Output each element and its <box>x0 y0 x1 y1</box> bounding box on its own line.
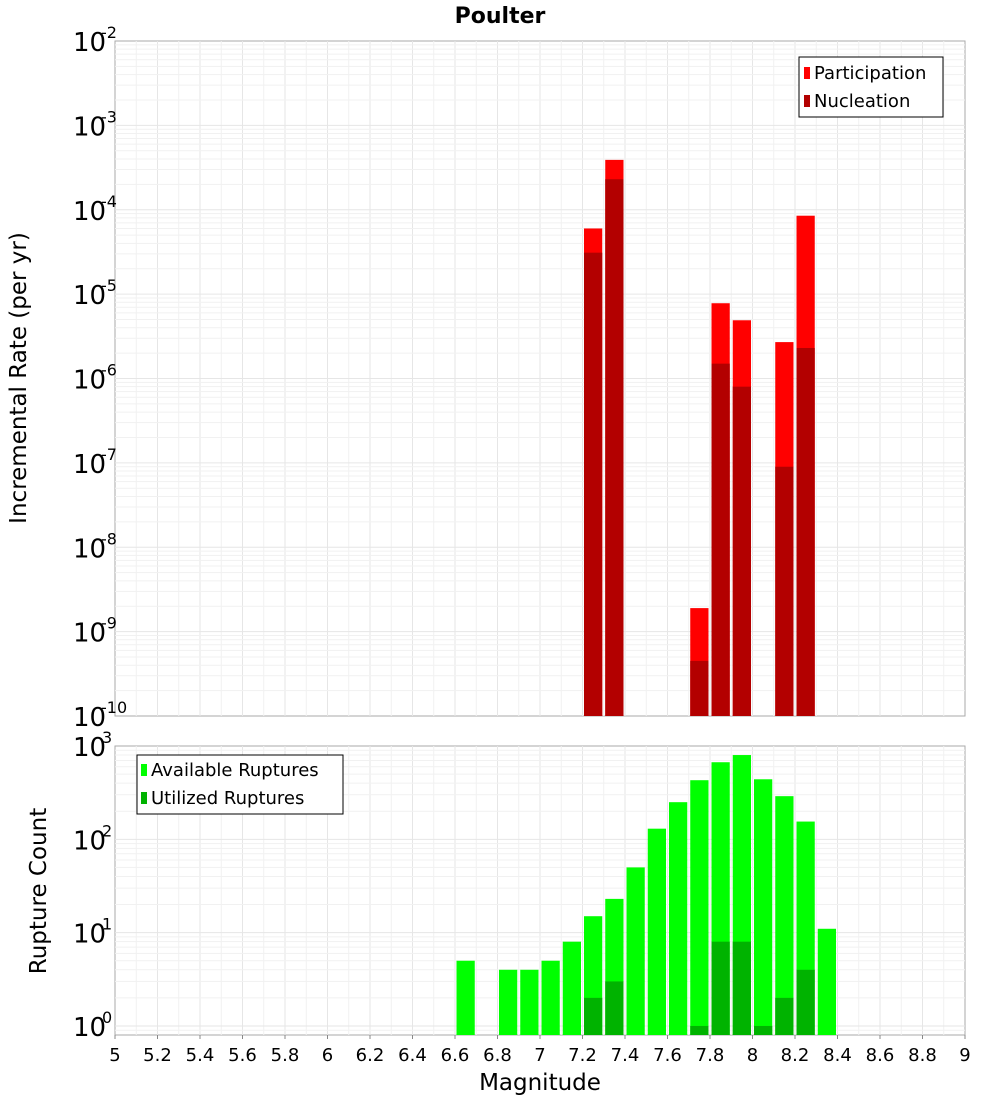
xtick-label: 8.2 <box>781 1045 810 1066</box>
xtick-label: 6.8 <box>483 1045 512 1066</box>
xtick-label: 9 <box>959 1045 970 1066</box>
xtick-label: 8.8 <box>908 1045 937 1066</box>
rate-bars <box>584 159 815 717</box>
bar-nucleation-7.35 <box>605 179 624 716</box>
rate-ytick-base: 10 <box>73 534 106 564</box>
rate-ytick-base: 10 <box>73 112 106 142</box>
xtick-label: 6.2 <box>356 1045 385 1066</box>
bar-utilized-ruptures-7.75 <box>690 1025 709 1035</box>
x-axis-ticks: 5 5.2 5.4 5.6 5.8 6 6.2 6.4 6.6 6.8 7 7.2 7.4 7.6 7.8 8… <box>109 1035 971 1066</box>
bar-available-ruptures-7.65 <box>669 802 688 1035</box>
xtick-label: 6 <box>322 1045 333 1066</box>
bar-available-ruptures-8.15 <box>775 796 794 1035</box>
chart-title: Poulter <box>455 4 546 29</box>
rate-ytick-base: 10 <box>73 703 106 733</box>
rupture-ytick-exp: 2 <box>102 821 112 840</box>
rate-ytick-exp: -6 <box>101 361 117 380</box>
legend-swatch-nucleation <box>804 95 810 107</box>
xtick-label: 5.2 <box>143 1045 172 1066</box>
legend-label-available: Available Ruptures <box>151 760 319 781</box>
rate-y-axis-label: Incremental Rate (per yr) <box>6 232 32 524</box>
bar-available-ruptures-6.65 <box>456 960 475 1035</box>
rate-ytick-base: 10 <box>73 28 106 58</box>
rate-ytick-exp: -8 <box>101 529 117 548</box>
rupture-ytick-exp: 3 <box>102 728 112 747</box>
rate-ytick-base: 10 <box>73 619 106 649</box>
xtick-label: 5.6 <box>228 1045 257 1066</box>
bar-available-ruptures-8.35 <box>817 928 836 1035</box>
legend-swatch-utilized <box>141 792 147 804</box>
bar-utilized-ruptures-7.95 <box>732 941 751 1035</box>
legend-swatch-available <box>141 764 147 776</box>
rate-ytick-base: 10 <box>73 366 106 396</box>
x-axis-label: Magnitude <box>479 1070 601 1096</box>
rupture-ytick-base: 10 <box>73 826 106 856</box>
rupture-ytick-base: 10 <box>73 733 106 763</box>
bar-utilized-ruptures-8.05 <box>754 1025 773 1035</box>
xtick-label: 7.4 <box>611 1045 640 1066</box>
legend-label-participation: Participation <box>814 63 926 84</box>
legend-label-utilized: Utilized Ruptures <box>151 788 304 809</box>
bar-nucleation-7.95 <box>732 386 751 716</box>
bar-utilized-ruptures-7.85 <box>711 941 730 1035</box>
rupture-ytick-base: 10 <box>73 920 106 950</box>
xtick-label: 7.2 <box>568 1045 597 1066</box>
rate-ytick-exp: -10 <box>101 698 127 717</box>
legend-swatch-participation <box>804 67 810 79</box>
xtick-label: 6.4 <box>398 1045 427 1066</box>
rate-ytick-base: 10 <box>73 450 106 480</box>
bar-nucleation-7.25 <box>584 252 603 716</box>
bar-nucleation-7.85 <box>711 363 730 716</box>
bar-available-ruptures-6.85 <box>499 969 518 1035</box>
bar-available-ruptures-7.45 <box>626 867 645 1035</box>
bar-available-ruptures-6.95 <box>520 969 539 1035</box>
bar-available-ruptures-7.75 <box>690 780 709 1035</box>
bar-available-ruptures-8.05 <box>754 779 773 1035</box>
xtick-label: 7 <box>534 1045 545 1066</box>
rate-legend: Participation Nucleation <box>798 56 944 118</box>
rupture-y-axis-label: Rupture Count <box>26 808 52 974</box>
xtick-label: 5 <box>109 1045 120 1066</box>
rate-ytick-base: 10 <box>73 197 106 227</box>
bar-available-ruptures-7.05 <box>541 960 560 1035</box>
bar-utilized-ruptures-7.25 <box>584 997 603 1035</box>
bar-utilized-ruptures-8.15 <box>775 997 794 1035</box>
xtick-label: 8 <box>747 1045 758 1066</box>
bar-utilized-ruptures-8.25 <box>796 969 815 1035</box>
bar-available-ruptures-7.15 <box>562 941 581 1035</box>
rupture-ytick-exp: 1 <box>102 915 112 934</box>
rupture-legend: Available Ruptures Utilized Ruptures <box>136 754 344 815</box>
xtick-label: 7.6 <box>653 1045 682 1066</box>
rate-ytick-exp: -5 <box>101 276 117 295</box>
rate-ytick-exp: -4 <box>101 192 117 211</box>
xtick-label: 8.6 <box>866 1045 895 1066</box>
rate-ytick-base: 10 <box>73 281 106 311</box>
legend-label-nucleation: Nucleation <box>814 91 910 112</box>
xtick-label: 5.4 <box>186 1045 215 1066</box>
rupture-legend-box <box>136 754 344 815</box>
rate-ytick-exp: -3 <box>101 107 117 126</box>
xtick-label: 7.8 <box>696 1045 725 1066</box>
rupture-ytick-base: 10 <box>73 1013 106 1043</box>
xtick-label: 8.4 <box>823 1045 852 1066</box>
rupture-ytick-exp: 0 <box>102 1008 112 1027</box>
xtick-label: 5.8 <box>271 1045 300 1066</box>
rate-ytick-exp: -2 <box>101 23 117 42</box>
rate-ytick-exp: -9 <box>101 614 117 633</box>
rate-gridlines <box>115 41 965 716</box>
rupture-bars <box>456 755 836 1035</box>
bar-utilized-ruptures-7.35 <box>605 981 624 1035</box>
bar-nucleation-8.15 <box>775 466 794 716</box>
bar-nucleation-8.25 <box>796 347 815 716</box>
bar-nucleation-7.75 <box>690 660 709 716</box>
rate-ytick-exp: -7 <box>101 445 117 464</box>
rate-legend-box <box>798 56 944 118</box>
bar-available-ruptures-7.55 <box>647 828 666 1035</box>
xtick-label: 6.6 <box>441 1045 470 1066</box>
